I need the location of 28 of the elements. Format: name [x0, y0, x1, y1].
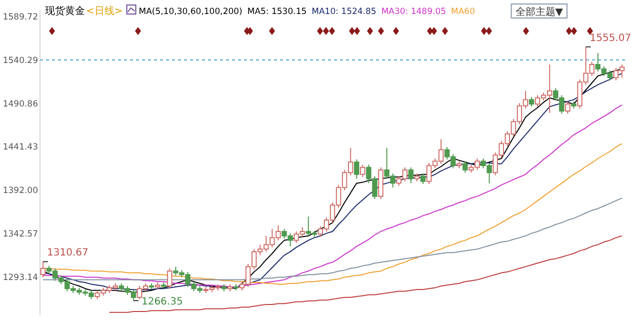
candlestick [408, 166, 414, 184]
text: MA60 [451, 7, 475, 17]
candlestick [462, 160, 468, 174]
y-tick-label: 1441.43 [2, 142, 38, 153]
text: 1266.35 [141, 296, 183, 308]
chart-subtitle: <日线> [86, 5, 123, 17]
y-tick-label: 1392.00 [2, 186, 38, 196]
y-tick-label: 1589.72 [2, 12, 38, 22]
text: 1310.67 [47, 248, 88, 259]
candlestick [528, 96, 534, 108]
line-series [108, 235, 622, 313]
candlestick [354, 158, 360, 180]
candlestick [420, 172, 426, 185]
legend-title: MA(5,10,30,60,100,200) [138, 7, 242, 17]
y-tick-label: 1490.86 [2, 99, 38, 110]
candlestick [167, 268, 172, 290]
y-tick-label: 1342.57 [2, 230, 38, 240]
candlestick [40, 261, 46, 278]
y-tick-label: 1293.14 [2, 273, 38, 284]
annotation: 全部主题▼ [515, 6, 564, 18]
text: MA5: 1530.15 [247, 7, 307, 17]
y-tick-label: 1540.29 [2, 56, 38, 66]
text: MA30: 1489.05 [381, 7, 446, 17]
text: MA10: 1524.85 [312, 7, 376, 17]
text: 1555.07 [590, 32, 632, 44]
candlestick [360, 164, 366, 178]
candlestick [565, 100, 570, 114]
chart-title: 现货黄金 [45, 5, 85, 17]
